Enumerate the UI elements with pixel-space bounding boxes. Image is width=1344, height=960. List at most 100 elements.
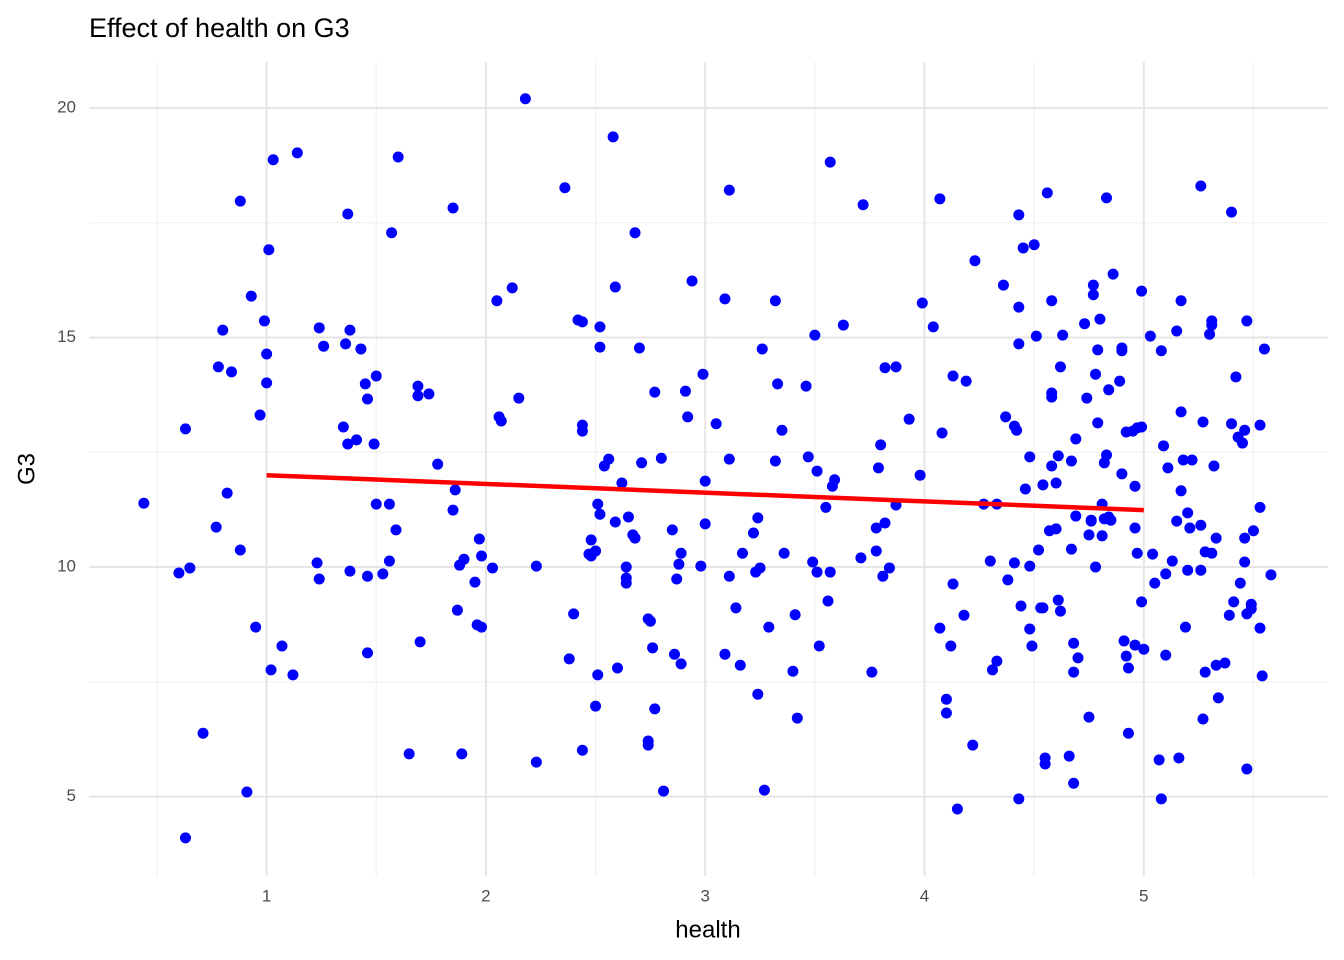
point (267, 154, 279, 166)
point (362, 647, 374, 659)
point (473, 533, 485, 545)
point (513, 392, 525, 404)
point (1083, 711, 1095, 723)
point (822, 595, 834, 607)
point (642, 739, 654, 751)
point (506, 282, 518, 294)
point (769, 295, 781, 307)
point (870, 522, 882, 534)
point (1046, 391, 1058, 403)
point (649, 703, 661, 715)
point (1094, 313, 1106, 325)
point (697, 368, 709, 380)
point (934, 622, 946, 634)
point (951, 803, 963, 815)
point (787, 665, 799, 677)
point (359, 378, 371, 390)
point (1155, 793, 1167, 805)
point (1236, 437, 1248, 449)
point (590, 700, 602, 712)
point (276, 640, 288, 652)
point (686, 275, 698, 287)
point (210, 521, 222, 533)
point (1138, 643, 1150, 655)
point (1105, 514, 1117, 526)
point (695, 560, 707, 572)
point (1234, 577, 1246, 589)
point (383, 498, 395, 510)
point (916, 297, 928, 309)
point (1210, 532, 1222, 544)
point (1206, 547, 1218, 559)
point (1195, 180, 1207, 192)
point (958, 609, 970, 621)
chart-title: Effect of health on G3 (89, 13, 350, 43)
point (769, 455, 781, 467)
point (1070, 510, 1082, 522)
point (362, 393, 374, 405)
point (1171, 325, 1183, 337)
x-tick-label: 1 (262, 886, 271, 905)
point (432, 458, 444, 470)
point (811, 465, 823, 477)
point (1254, 419, 1266, 431)
point (655, 452, 667, 464)
point (250, 621, 262, 633)
point (1116, 468, 1128, 480)
point (1013, 793, 1025, 805)
point (1013, 209, 1025, 221)
point (1000, 411, 1012, 423)
point (1024, 451, 1036, 463)
point (658, 785, 670, 797)
point (390, 524, 402, 536)
point (629, 227, 641, 239)
point (179, 832, 191, 844)
point (723, 184, 735, 196)
point (1136, 421, 1148, 433)
y-axis-label: G3 (13, 453, 40, 485)
point (1195, 564, 1207, 576)
point (1068, 777, 1080, 789)
point (1258, 343, 1270, 355)
point (449, 484, 461, 496)
point (620, 561, 632, 573)
point (1182, 507, 1194, 519)
point (1226, 206, 1238, 218)
point (245, 290, 257, 302)
point (263, 244, 275, 256)
point (1011, 424, 1023, 436)
point (603, 453, 615, 465)
point (234, 544, 246, 556)
point (1024, 623, 1036, 635)
point (519, 93, 531, 105)
point (1265, 569, 1277, 581)
point (318, 340, 330, 352)
point (340, 338, 352, 350)
point (1033, 544, 1045, 556)
point (778, 547, 790, 559)
point (1223, 609, 1235, 621)
point (644, 615, 656, 627)
point (1182, 564, 1194, 576)
point (809, 329, 821, 341)
point (1210, 659, 1222, 671)
point (1039, 752, 1051, 764)
point (337, 421, 349, 433)
point (866, 666, 878, 678)
point (1175, 485, 1187, 497)
point (855, 552, 867, 564)
point (585, 534, 597, 546)
point (1063, 750, 1075, 762)
point (1186, 454, 1198, 466)
point (997, 279, 1009, 291)
point (226, 366, 238, 378)
point (383, 555, 395, 567)
point (386, 227, 398, 239)
point (857, 199, 869, 211)
point (355, 343, 367, 355)
point (412, 380, 424, 392)
point (344, 324, 356, 336)
point (772, 378, 784, 390)
point (212, 361, 224, 373)
point (947, 370, 959, 382)
